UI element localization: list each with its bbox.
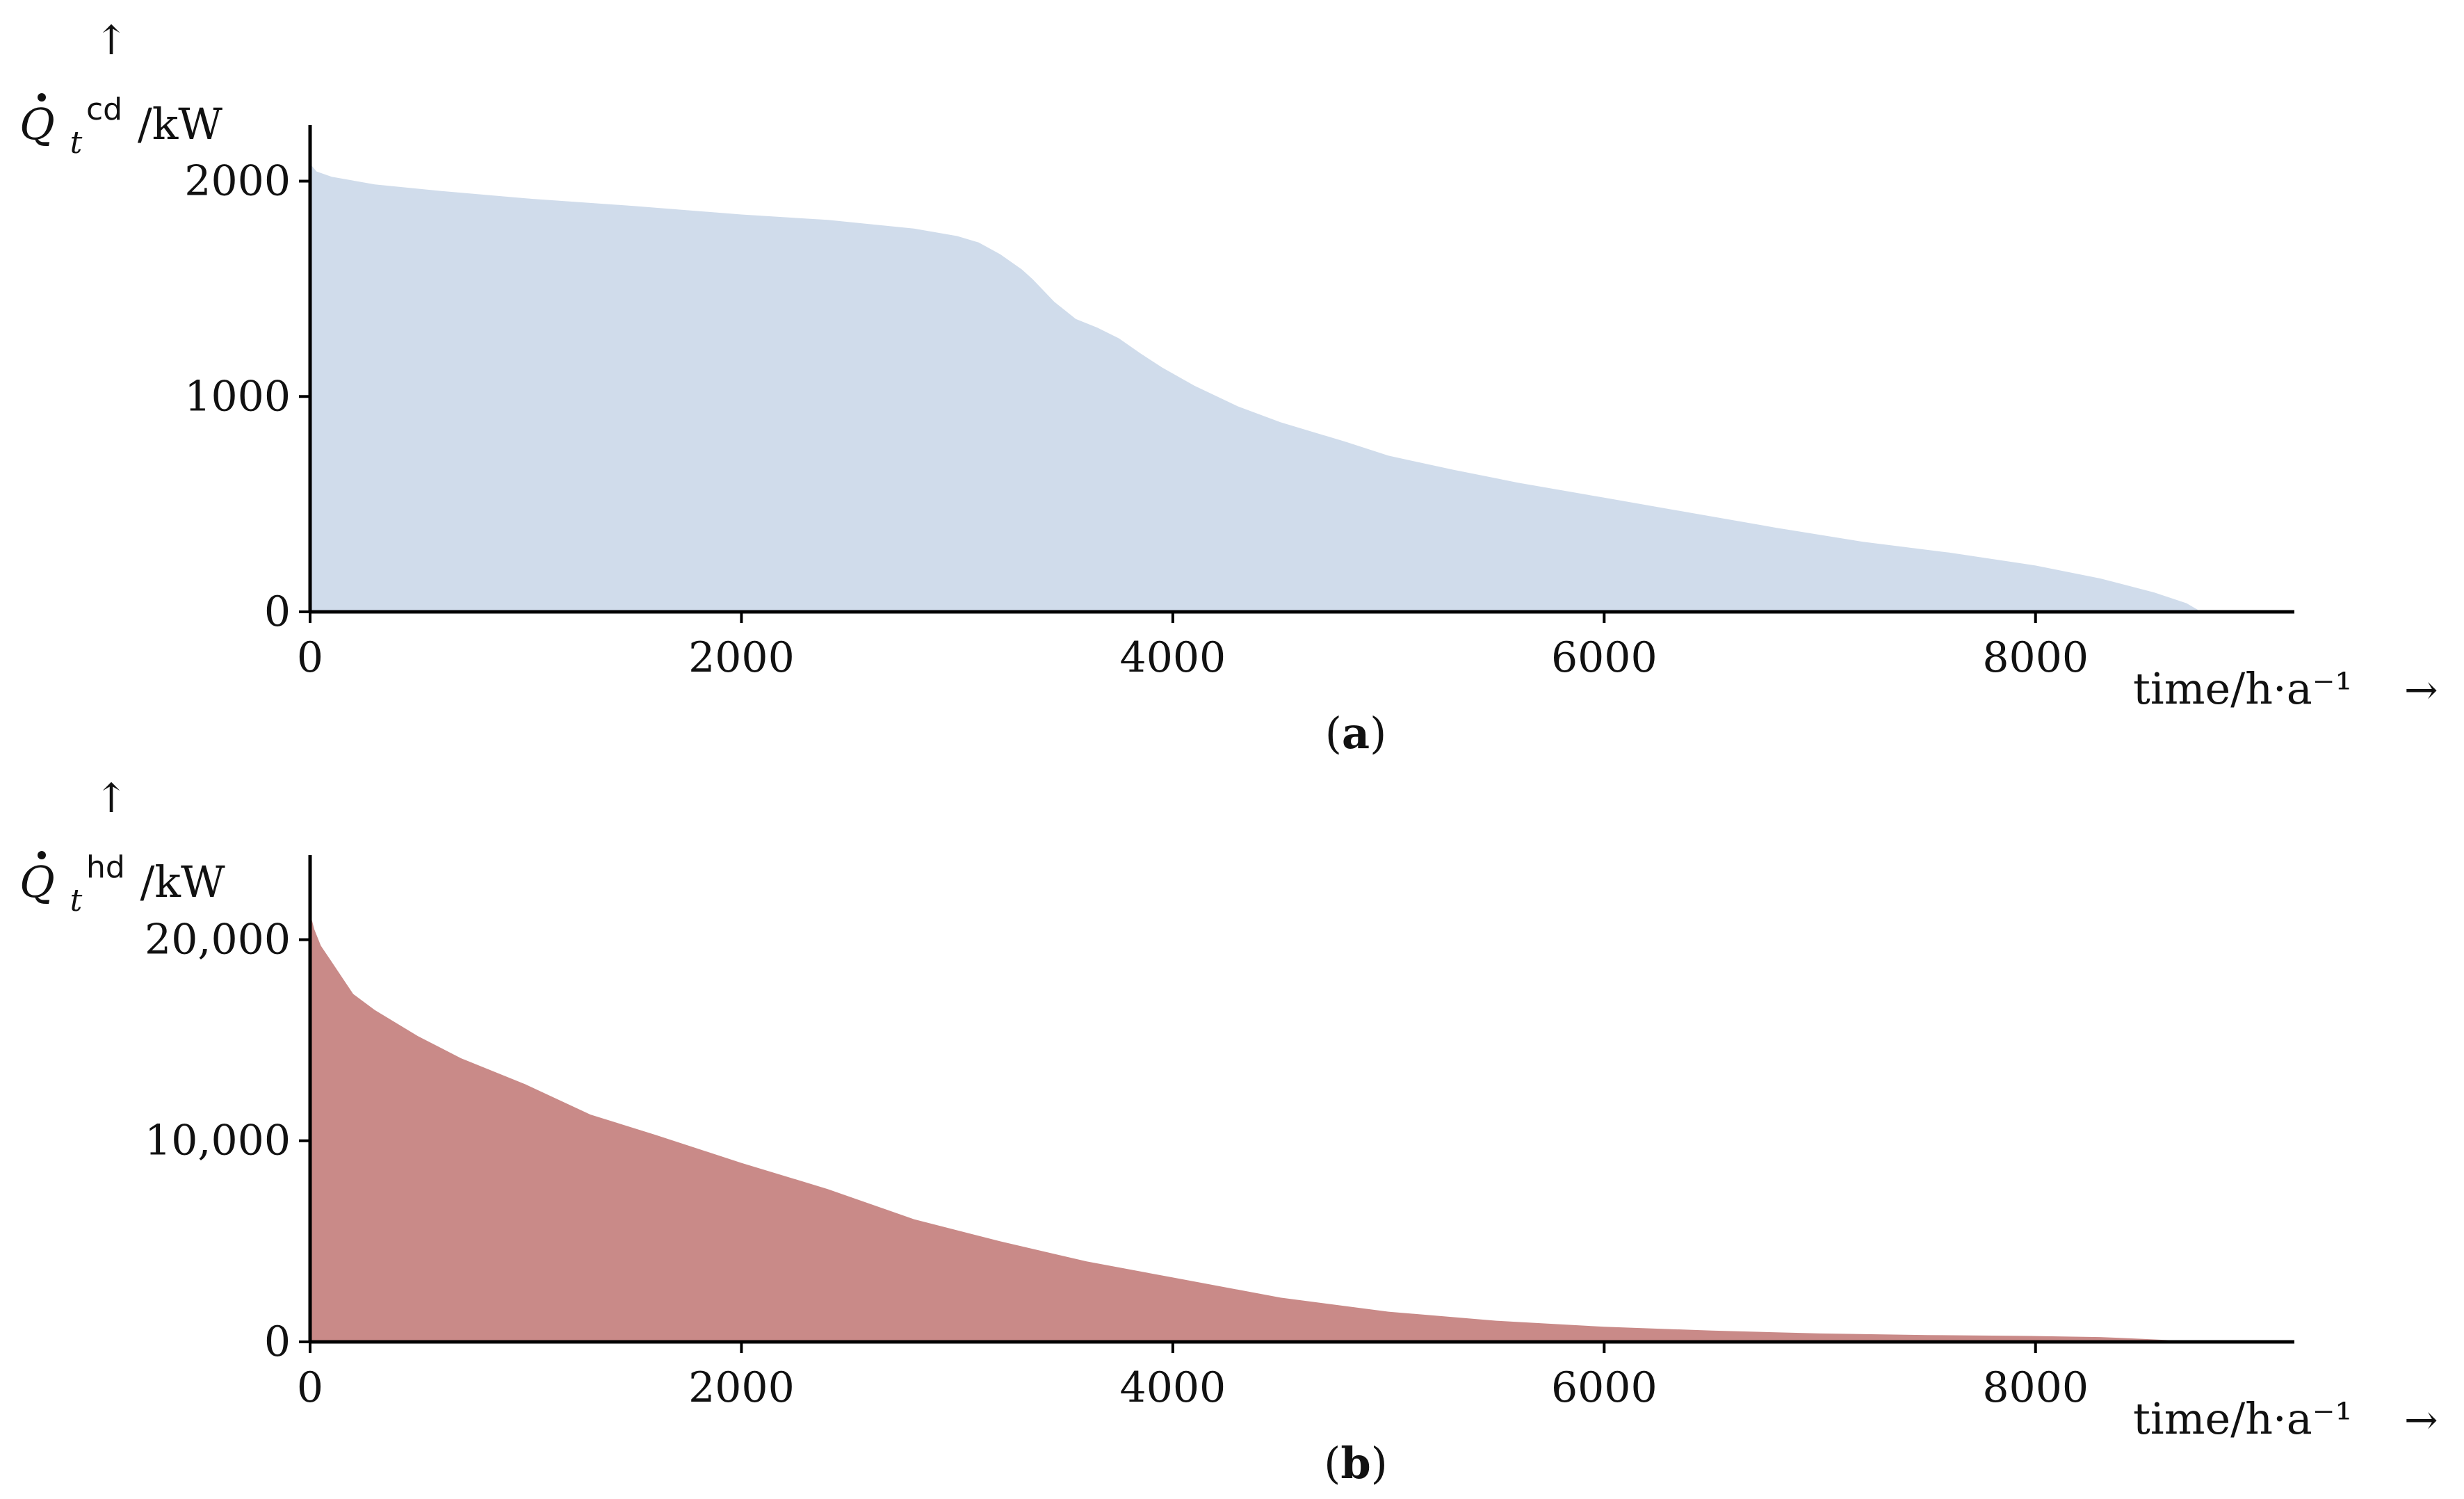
panel-b-x-ticks: 0 2000 4000 6000 8000 [297, 1342, 2089, 1412]
panel-a-y-label-dot [38, 93, 46, 102]
panel-a-y-arrow: ↑ [95, 17, 129, 64]
panel-b-y-tick-label: 20,000 [145, 915, 291, 964]
panel-a-x-tick-label: 8000 [1982, 633, 2089, 682]
panel-a-y-label-unit: /kW [138, 99, 222, 149]
panel-a-caption: (a) [1325, 708, 1387, 759]
panel-a-y-tick-label: 0 [264, 588, 291, 636]
panel-b-y-label-sup: hd [86, 850, 125, 885]
panel-b-caption-letter: b [1340, 1438, 1370, 1489]
panel-b-x-tick-label: 4000 [1120, 1363, 1226, 1412]
panel-b-y-ticks: 0 10,000 20,000 [145, 915, 310, 1366]
panel-b-x-axis-label: time/h·a⁻¹ [2133, 1393, 2352, 1444]
panel-a-x-tick-label: 2000 [688, 633, 795, 682]
panel-a-cooling-demand: 0 1000 2000 0 2000 4000 6000 8000 ↑ Q t cd /kW… [19, 17, 2438, 759]
panel-b-x-tick-label: 2000 [688, 1363, 795, 1412]
panel-b-x-arrow: → [2404, 1396, 2438, 1443]
panel-b-y-arrow: ↑ [95, 775, 129, 822]
panel-a-y-tick-label: 1000 [184, 372, 291, 421]
panel-b-y-axis-label: Q t hd /kW [19, 837, 225, 921]
panel-a-y-label-sub: t [70, 125, 83, 161]
panel-a-y-label-symbol: Q [19, 99, 55, 149]
panel-a-x-tick-label: 4000 [1120, 633, 1226, 682]
panel-b-y-label-symbol: Q [19, 857, 55, 907]
panel-a-x-ticks: 0 2000 4000 6000 8000 [297, 612, 2089, 682]
cooling-demand-area [310, 163, 2200, 613]
panel-b-x-tick-label: 0 [297, 1363, 323, 1412]
panel-a-y-tick-label: 2000 [184, 157, 291, 206]
heating-demand-area [310, 913, 2200, 1342]
panel-b-y-label-unit: /kW [140, 857, 225, 907]
panel-b-caption: (b) [1324, 1438, 1388, 1489]
panel-a-x-tick-label: 0 [297, 633, 323, 682]
panel-a-caption-letter: a [1342, 708, 1370, 759]
panel-b-x-tick-label: 8000 [1982, 1363, 2089, 1412]
panel-b-x-tick-label: 6000 [1551, 1363, 1657, 1412]
panel-b-y-label-dot [38, 851, 46, 859]
panel-a-y-axis-label: Q t cd /kW [19, 79, 222, 163]
panel-a-x-axis-label: time/h·a⁻¹ [2133, 663, 2352, 714]
panel-a-x-arrow: → [2404, 666, 2438, 713]
panel-b-y-label-sub: t [70, 883, 83, 918]
panel-b-y-tick-label: 0 [264, 1318, 291, 1366]
panel-b-y-tick-label: 10,000 [145, 1117, 291, 1165]
panel-b-heating-demand: 0 10,000 20,000 0 2000 4000 6000 8000 ↑ Q t hd… [19, 775, 2438, 1489]
panel-a-y-ticks: 0 1000 2000 [184, 157, 310, 636]
panel-a-x-tick-label: 6000 [1551, 633, 1657, 682]
panel-a-y-label-sup: cd [86, 92, 122, 127]
